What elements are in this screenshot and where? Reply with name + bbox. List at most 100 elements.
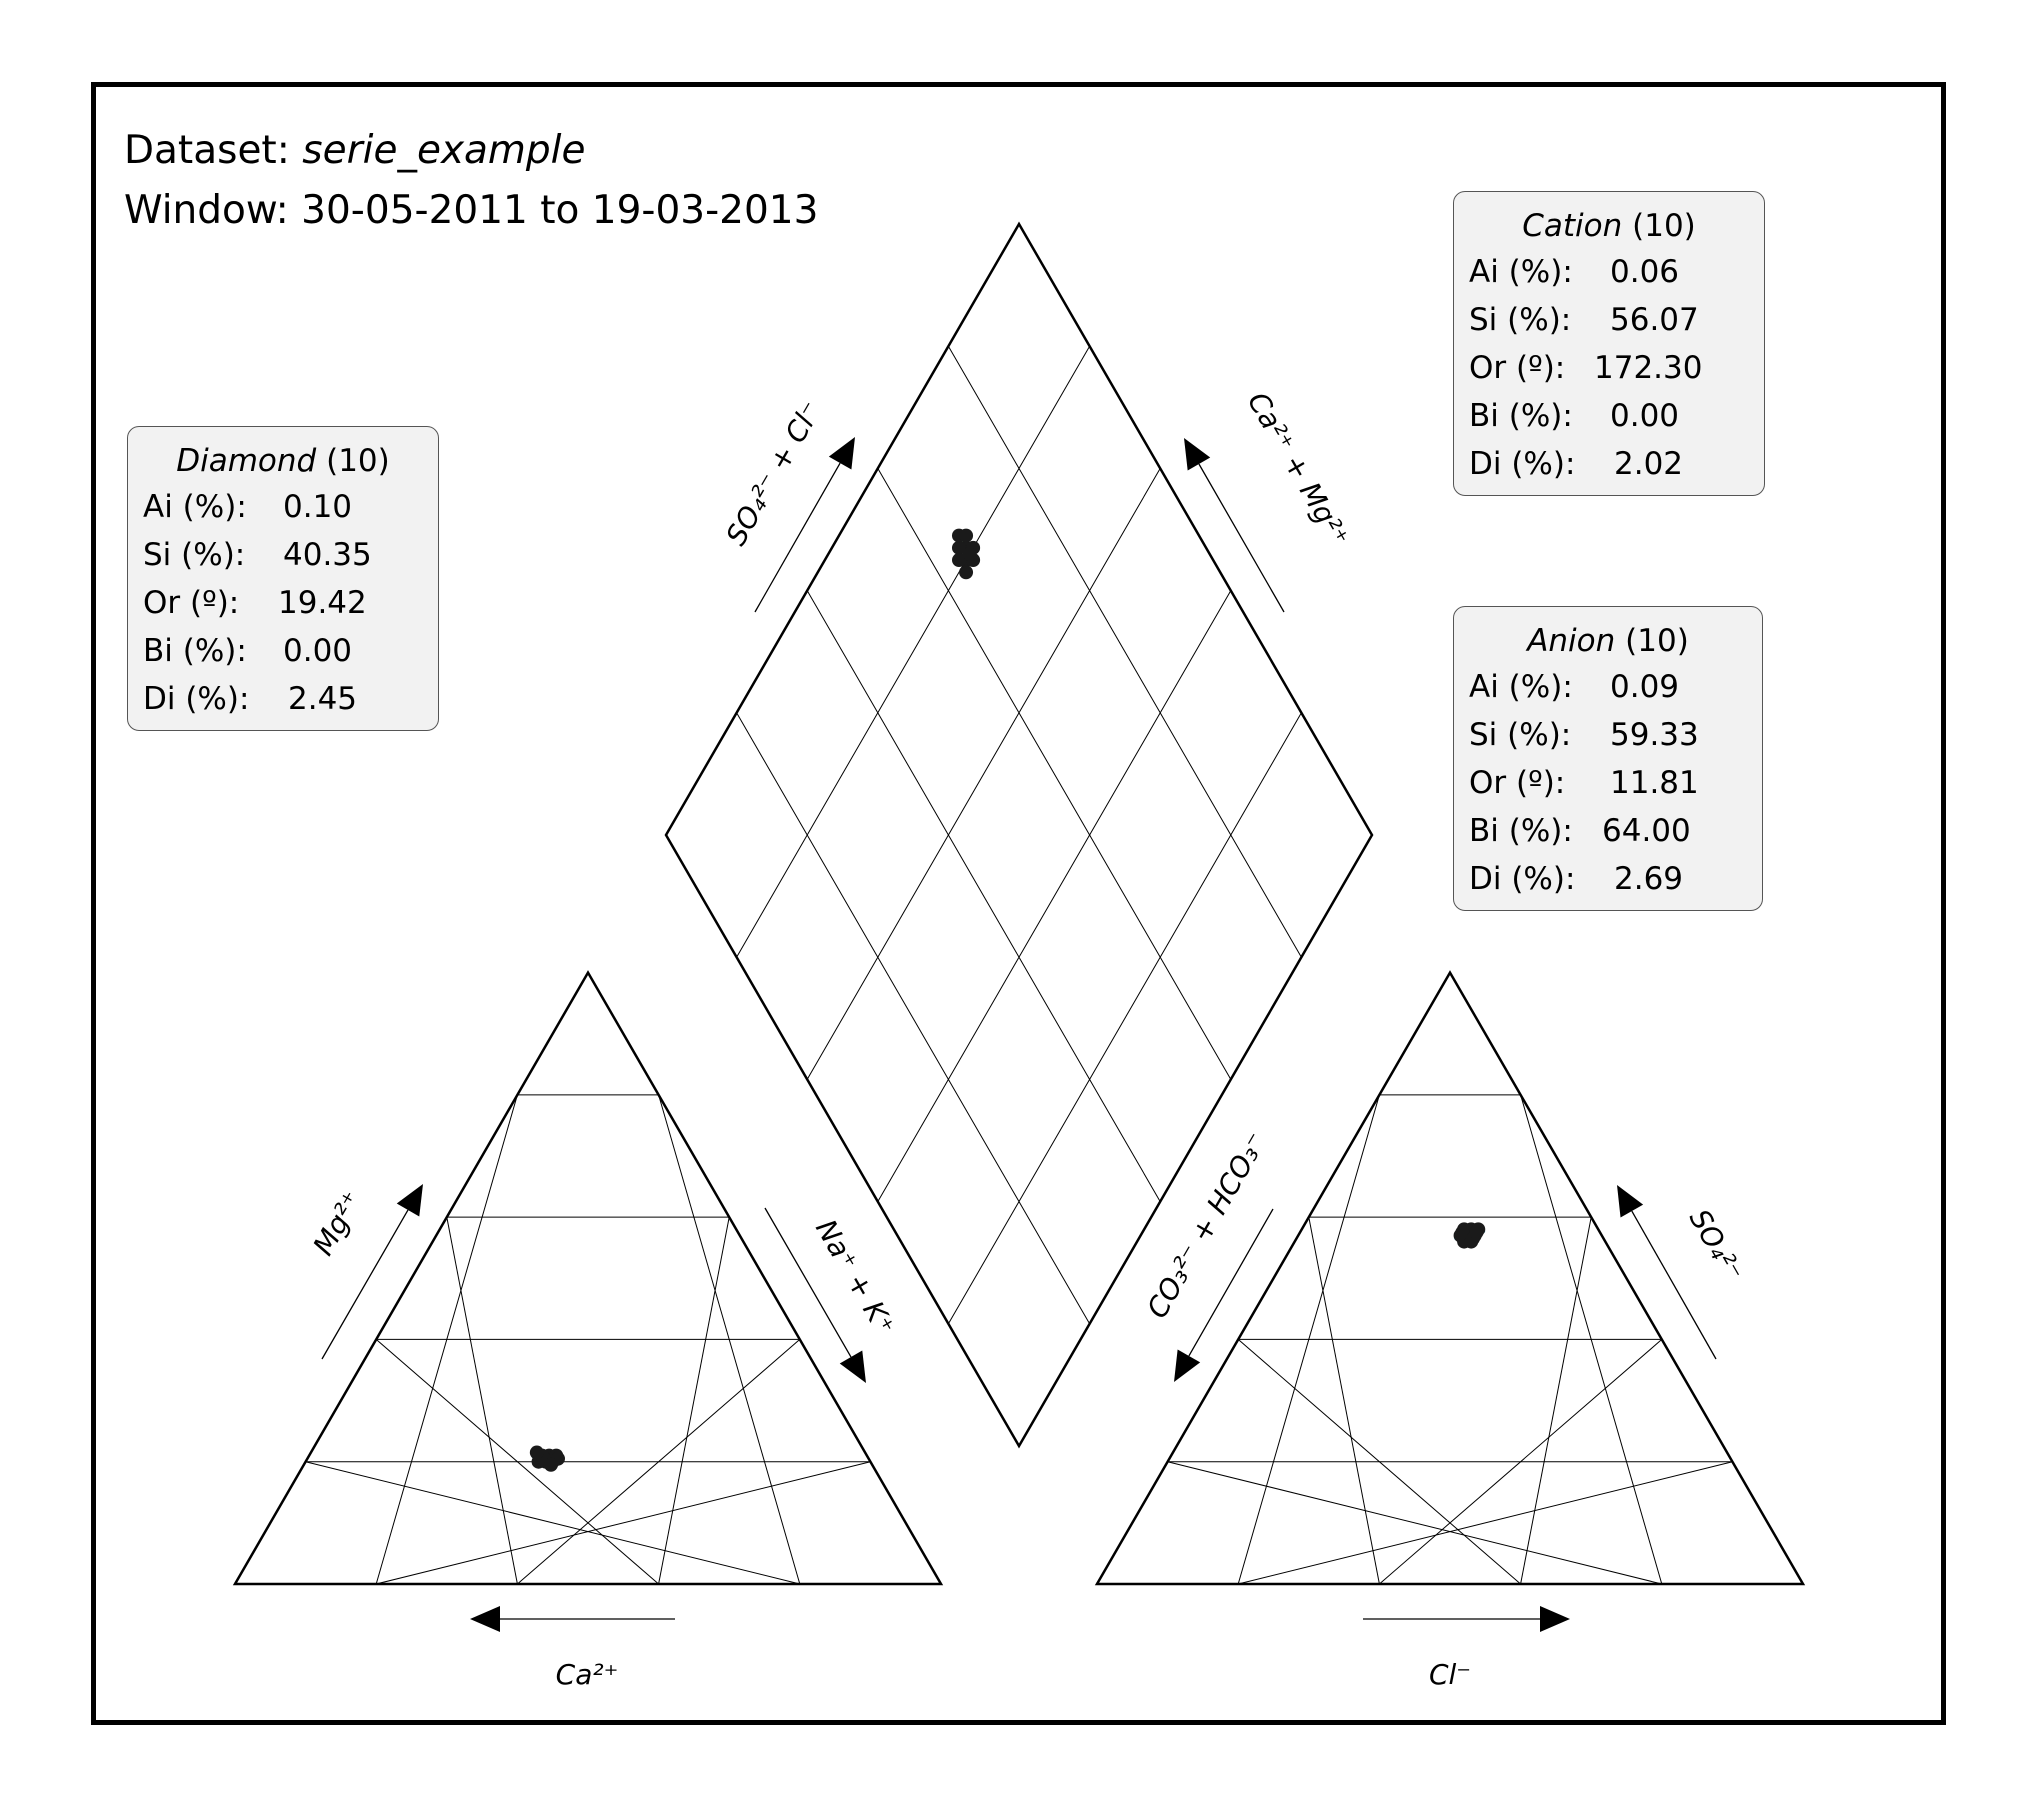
diamond-grid-line: [736, 345, 1091, 958]
cation-grid-line: [375, 1339, 659, 1585]
stat-row: Or (º): 19.42: [128, 579, 438, 627]
axis-label-nak: Na⁺ + K⁺: [809, 1214, 901, 1341]
stat-row: Si (%): 59.33: [1454, 711, 1762, 759]
so4-arrow-shaft: [1631, 1210, 1717, 1360]
cation-grid-line: [376, 1461, 871, 1585]
cation-triangle-outline: [232, 970, 944, 1586]
anion-grid-line: [1237, 1339, 1521, 1585]
diamond-stats-title: Diamond (10): [128, 439, 438, 483]
point-layer: [529, 528, 1486, 1472]
so4-arrow-head: [1617, 1185, 1644, 1218]
ca-arrow-head: [470, 1606, 500, 1632]
stat-key: Ai (%):: [143, 489, 247, 525]
axis-label-mg: Mg²⁺: [306, 1186, 369, 1261]
stat-value: 40.35: [283, 537, 372, 573]
cation-grid-line: [446, 1217, 518, 1585]
anion-grid-line: [1520, 1217, 1592, 1585]
diamond-data-point: [959, 528, 974, 543]
axis-label-so4: SO₄²⁻: [1683, 1204, 1750, 1287]
diamond-grid-line: [947, 345, 1302, 958]
anion-stats-box: Anion (10) Ai (%): 0.09 Si (%): 59.33 Or (…: [1453, 606, 1763, 911]
diamond-grid-line: [877, 468, 1232, 1080]
anion-grid-line: [1167, 1461, 1662, 1585]
stat-row: Or (º): 172.30: [1454, 344, 1764, 392]
stat-row: Bi (%): 0.00: [1454, 392, 1764, 440]
anion-stats-count: (10): [1625, 623, 1689, 659]
cation-stats-title: Cation (10): [1454, 204, 1764, 248]
diamond-data-point: [959, 565, 974, 580]
cation-stats-name: Cation: [1522, 208, 1623, 244]
stat-value: 0.06: [1610, 254, 1680, 290]
anion-grid-line: [1379, 1339, 1663, 1585]
stat-key: Bi (%):: [1469, 398, 1573, 434]
cation-grid-line: [658, 1217, 730, 1585]
stat-key: Bi (%):: [143, 633, 247, 669]
anion-data-point: [1469, 1225, 1484, 1240]
camg-arrow: [1184, 438, 1285, 613]
stat-row: Bi (%): 64.00: [1454, 807, 1762, 855]
stat-value: 56.07: [1610, 302, 1699, 338]
stat-key: Ai (%):: [1469, 669, 1573, 705]
co3hco3-arrow-shaft: [1188, 1208, 1274, 1357]
diamond-stats-count: (10): [326, 443, 390, 479]
diamond-grid-line: [736, 712, 1091, 1325]
dataset-title: Dataset: serie_example: [124, 128, 586, 173]
anion-stats-name: Anion: [1527, 623, 1616, 659]
trend-layer: [531, 536, 1486, 1463]
stat-key: Si (%):: [1469, 717, 1572, 753]
camg-arrow-head: [1184, 438, 1211, 471]
so4-arrow: [1617, 1185, 1717, 1360]
diamond-data-point: [951, 553, 966, 568]
anion-stats-title: Anion (10): [1454, 619, 1762, 663]
axis-label-cl: Cl⁻: [1429, 1658, 1471, 1691]
mg-arrow-shaft: [321, 1209, 409, 1360]
stat-value: 19.42: [278, 585, 367, 621]
anion-grid-line: [1308, 1217, 1380, 1585]
cation-stats-count: (10): [1632, 208, 1696, 244]
dataset-label: Dataset:: [124, 128, 290, 173]
stat-key: Or (º):: [143, 585, 240, 621]
stat-value: 2.45: [288, 681, 358, 717]
stat-value: 64.00: [1602, 813, 1691, 849]
stat-key: Di (%):: [1469, 861, 1576, 897]
stat-key: Bi (%):: [1469, 813, 1573, 849]
anion-grid-line: [1238, 1461, 1733, 1585]
stat-key: Ai (%):: [1469, 254, 1573, 290]
stat-value: 0.00: [283, 633, 353, 669]
diamond-data-point: [962, 546, 977, 561]
axis-label-ca: Ca²⁺: [556, 1658, 619, 1691]
axis-label-camg: Ca²⁺ + Mg²⁺: [1241, 387, 1356, 552]
axis-label-so4cl: SO₄²⁻ + Cl⁻: [719, 396, 828, 551]
diamond-grid-line: [806, 468, 1161, 1080]
diamond-grid-line: [947, 712, 1302, 1325]
co3hco3-arrow: [1174, 1208, 1274, 1382]
stat-row: Bi (%): 0.00: [128, 627, 438, 675]
outline-layer: [232, 221, 1806, 1586]
anion-data-point: [1455, 1225, 1470, 1240]
diamond-outline: [664, 221, 1374, 1449]
stat-row: Ai (%): 0.09: [1454, 663, 1762, 711]
anion-triangle-outline: [1094, 970, 1806, 1586]
stat-row: Di (%): 2.69: [1454, 855, 1762, 903]
stat-row: Si (%): 40.35: [128, 531, 438, 579]
stat-row: Di (%): 2.02: [1454, 440, 1764, 488]
dataset-name: serie_example: [302, 128, 586, 173]
stat-key: Si (%):: [143, 537, 246, 573]
stat-value: 172.30: [1594, 350, 1703, 386]
diamond-grid-line: [877, 590, 1232, 1202]
stat-value: 11.81: [1610, 765, 1699, 801]
axis-label-co3hco3: CO₃²⁻ + HCO₃⁻: [1140, 1127, 1273, 1324]
mg-arrow-head: [396, 1184, 423, 1217]
co3hco3-arrow-head: [1174, 1349, 1201, 1382]
stat-row: Ai (%): 0.06: [1454, 248, 1764, 296]
ca-arrow: [470, 1606, 675, 1632]
grid-layer: [305, 345, 1733, 1585]
window-title: Window: 30-05-2011 to 19-03-2013: [124, 188, 819, 233]
stat-value: 0.10: [283, 489, 353, 525]
arrow-layer: [321, 437, 1717, 1632]
stat-row: Or (º): 11.81: [1454, 759, 1762, 807]
diamond-stats-name: Diamond: [176, 443, 317, 479]
cation-grid-line: [517, 1339, 801, 1585]
stat-value: 2.02: [1614, 446, 1684, 482]
stat-value: 0.09: [1610, 669, 1680, 705]
